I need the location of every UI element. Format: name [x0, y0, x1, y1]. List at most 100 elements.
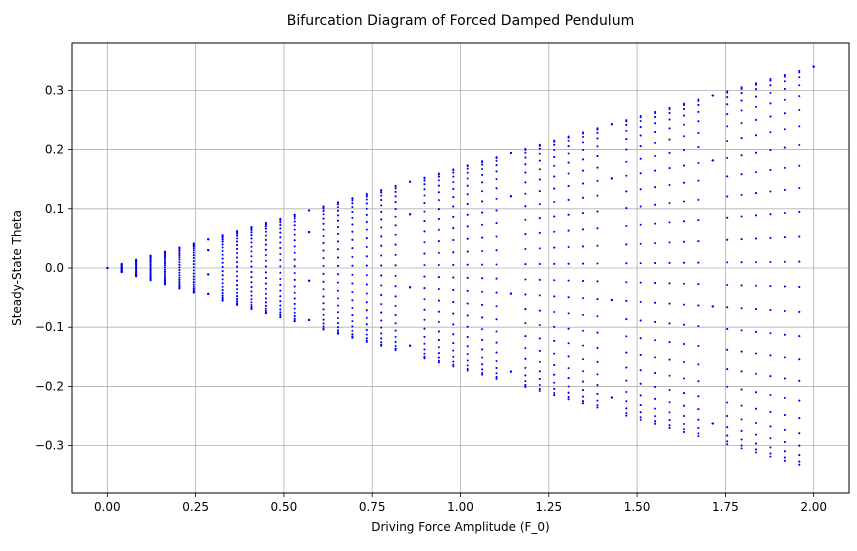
- data-point: [336, 317, 339, 320]
- data-point: [163, 268, 166, 271]
- data-point: [582, 329, 585, 332]
- data-point: [466, 193, 469, 196]
- data-point: [538, 383, 541, 386]
- data-point: [769, 115, 772, 118]
- data-point: [279, 231, 282, 234]
- data-point: [697, 132, 700, 134]
- data-point: [293, 220, 296, 223]
- data-point: [668, 302, 671, 305]
- data-point: [279, 289, 282, 292]
- data-point: [394, 207, 397, 210]
- data-point: [755, 372, 758, 375]
- data-point: [351, 264, 354, 267]
- data-point: [308, 209, 311, 212]
- data-point: [365, 340, 368, 343]
- data-point: [264, 309, 267, 312]
- data-point: [178, 278, 181, 281]
- data-point: [394, 190, 397, 193]
- data-point: [322, 217, 325, 220]
- data-point: [394, 285, 397, 288]
- data-point: [495, 377, 498, 380]
- data-point: [495, 156, 498, 159]
- data-point: [495, 291, 498, 294]
- data-point: [163, 266, 166, 269]
- data-point: [553, 279, 556, 282]
- data-point: [380, 264, 383, 267]
- data-point: [625, 224, 628, 227]
- data-point: [582, 148, 585, 151]
- data-point: [740, 388, 743, 391]
- data-point: [567, 355, 570, 358]
- data-point: [336, 209, 339, 212]
- data-point: [250, 237, 253, 240]
- data-point: [135, 271, 138, 274]
- data-point: [452, 301, 455, 304]
- data-point: [437, 251, 440, 254]
- data-point: [192, 263, 195, 266]
- data-point: [365, 198, 368, 201]
- data-point: [481, 200, 484, 203]
- data-point: [596, 262, 599, 265]
- x-tick-label: 0.00: [94, 500, 121, 514]
- data-point: [668, 389, 671, 392]
- data-point: [596, 298, 599, 301]
- data-point: [610, 177, 613, 180]
- data-point: [538, 378, 541, 381]
- data-point: [538, 190, 541, 193]
- data-point: [293, 315, 296, 318]
- data-point: [596, 360, 599, 363]
- data-point: [264, 234, 267, 237]
- data-point: [582, 395, 585, 398]
- data-point: [639, 223, 642, 226]
- data-point: [236, 300, 239, 303]
- data-point: [163, 253, 166, 256]
- data-point: [682, 181, 685, 184]
- data-point: [481, 356, 484, 359]
- data-point: [639, 382, 642, 385]
- data-point: [567, 136, 570, 139]
- y-tick-label: 0.3: [45, 83, 64, 97]
- data-point: [423, 230, 426, 233]
- data-point: [783, 146, 786, 149]
- data-point: [783, 188, 786, 191]
- data-point: [668, 108, 671, 111]
- data-point: [726, 91, 729, 94]
- data-point: [409, 344, 412, 347]
- data-point: [668, 322, 671, 325]
- data-point: [380, 210, 383, 213]
- data-point: [582, 400, 585, 403]
- data-point: [293, 245, 296, 248]
- data-point: [279, 315, 282, 318]
- data-point: [264, 307, 267, 310]
- data-point: [423, 252, 426, 255]
- data-point: [726, 238, 729, 241]
- data-point: [524, 205, 527, 208]
- data-point: [812, 65, 815, 68]
- data-point: [582, 402, 585, 405]
- data-point: [740, 109, 743, 112]
- data-point: [322, 313, 325, 316]
- data-point: [293, 278, 296, 281]
- data-point: [336, 214, 339, 217]
- data-point: [755, 82, 758, 85]
- data-point: [726, 328, 729, 331]
- data-point: [466, 225, 469, 228]
- data-point: [279, 313, 282, 316]
- data-point: [394, 185, 397, 188]
- data-point: [149, 269, 152, 272]
- data-point: [798, 444, 801, 447]
- data-point: [308, 231, 311, 234]
- data-point: [625, 390, 628, 393]
- data-point: [682, 200, 685, 203]
- data-point: [336, 264, 339, 267]
- data-point: [596, 227, 599, 230]
- data-point: [221, 296, 224, 299]
- data-point: [755, 451, 758, 454]
- data-point: [221, 285, 224, 288]
- data-point: [264, 301, 267, 304]
- data-point: [423, 202, 426, 205]
- data-point: [755, 151, 758, 154]
- data-point: [639, 157, 642, 160]
- data-point: [668, 118, 671, 121]
- data-point: [682, 431, 685, 433]
